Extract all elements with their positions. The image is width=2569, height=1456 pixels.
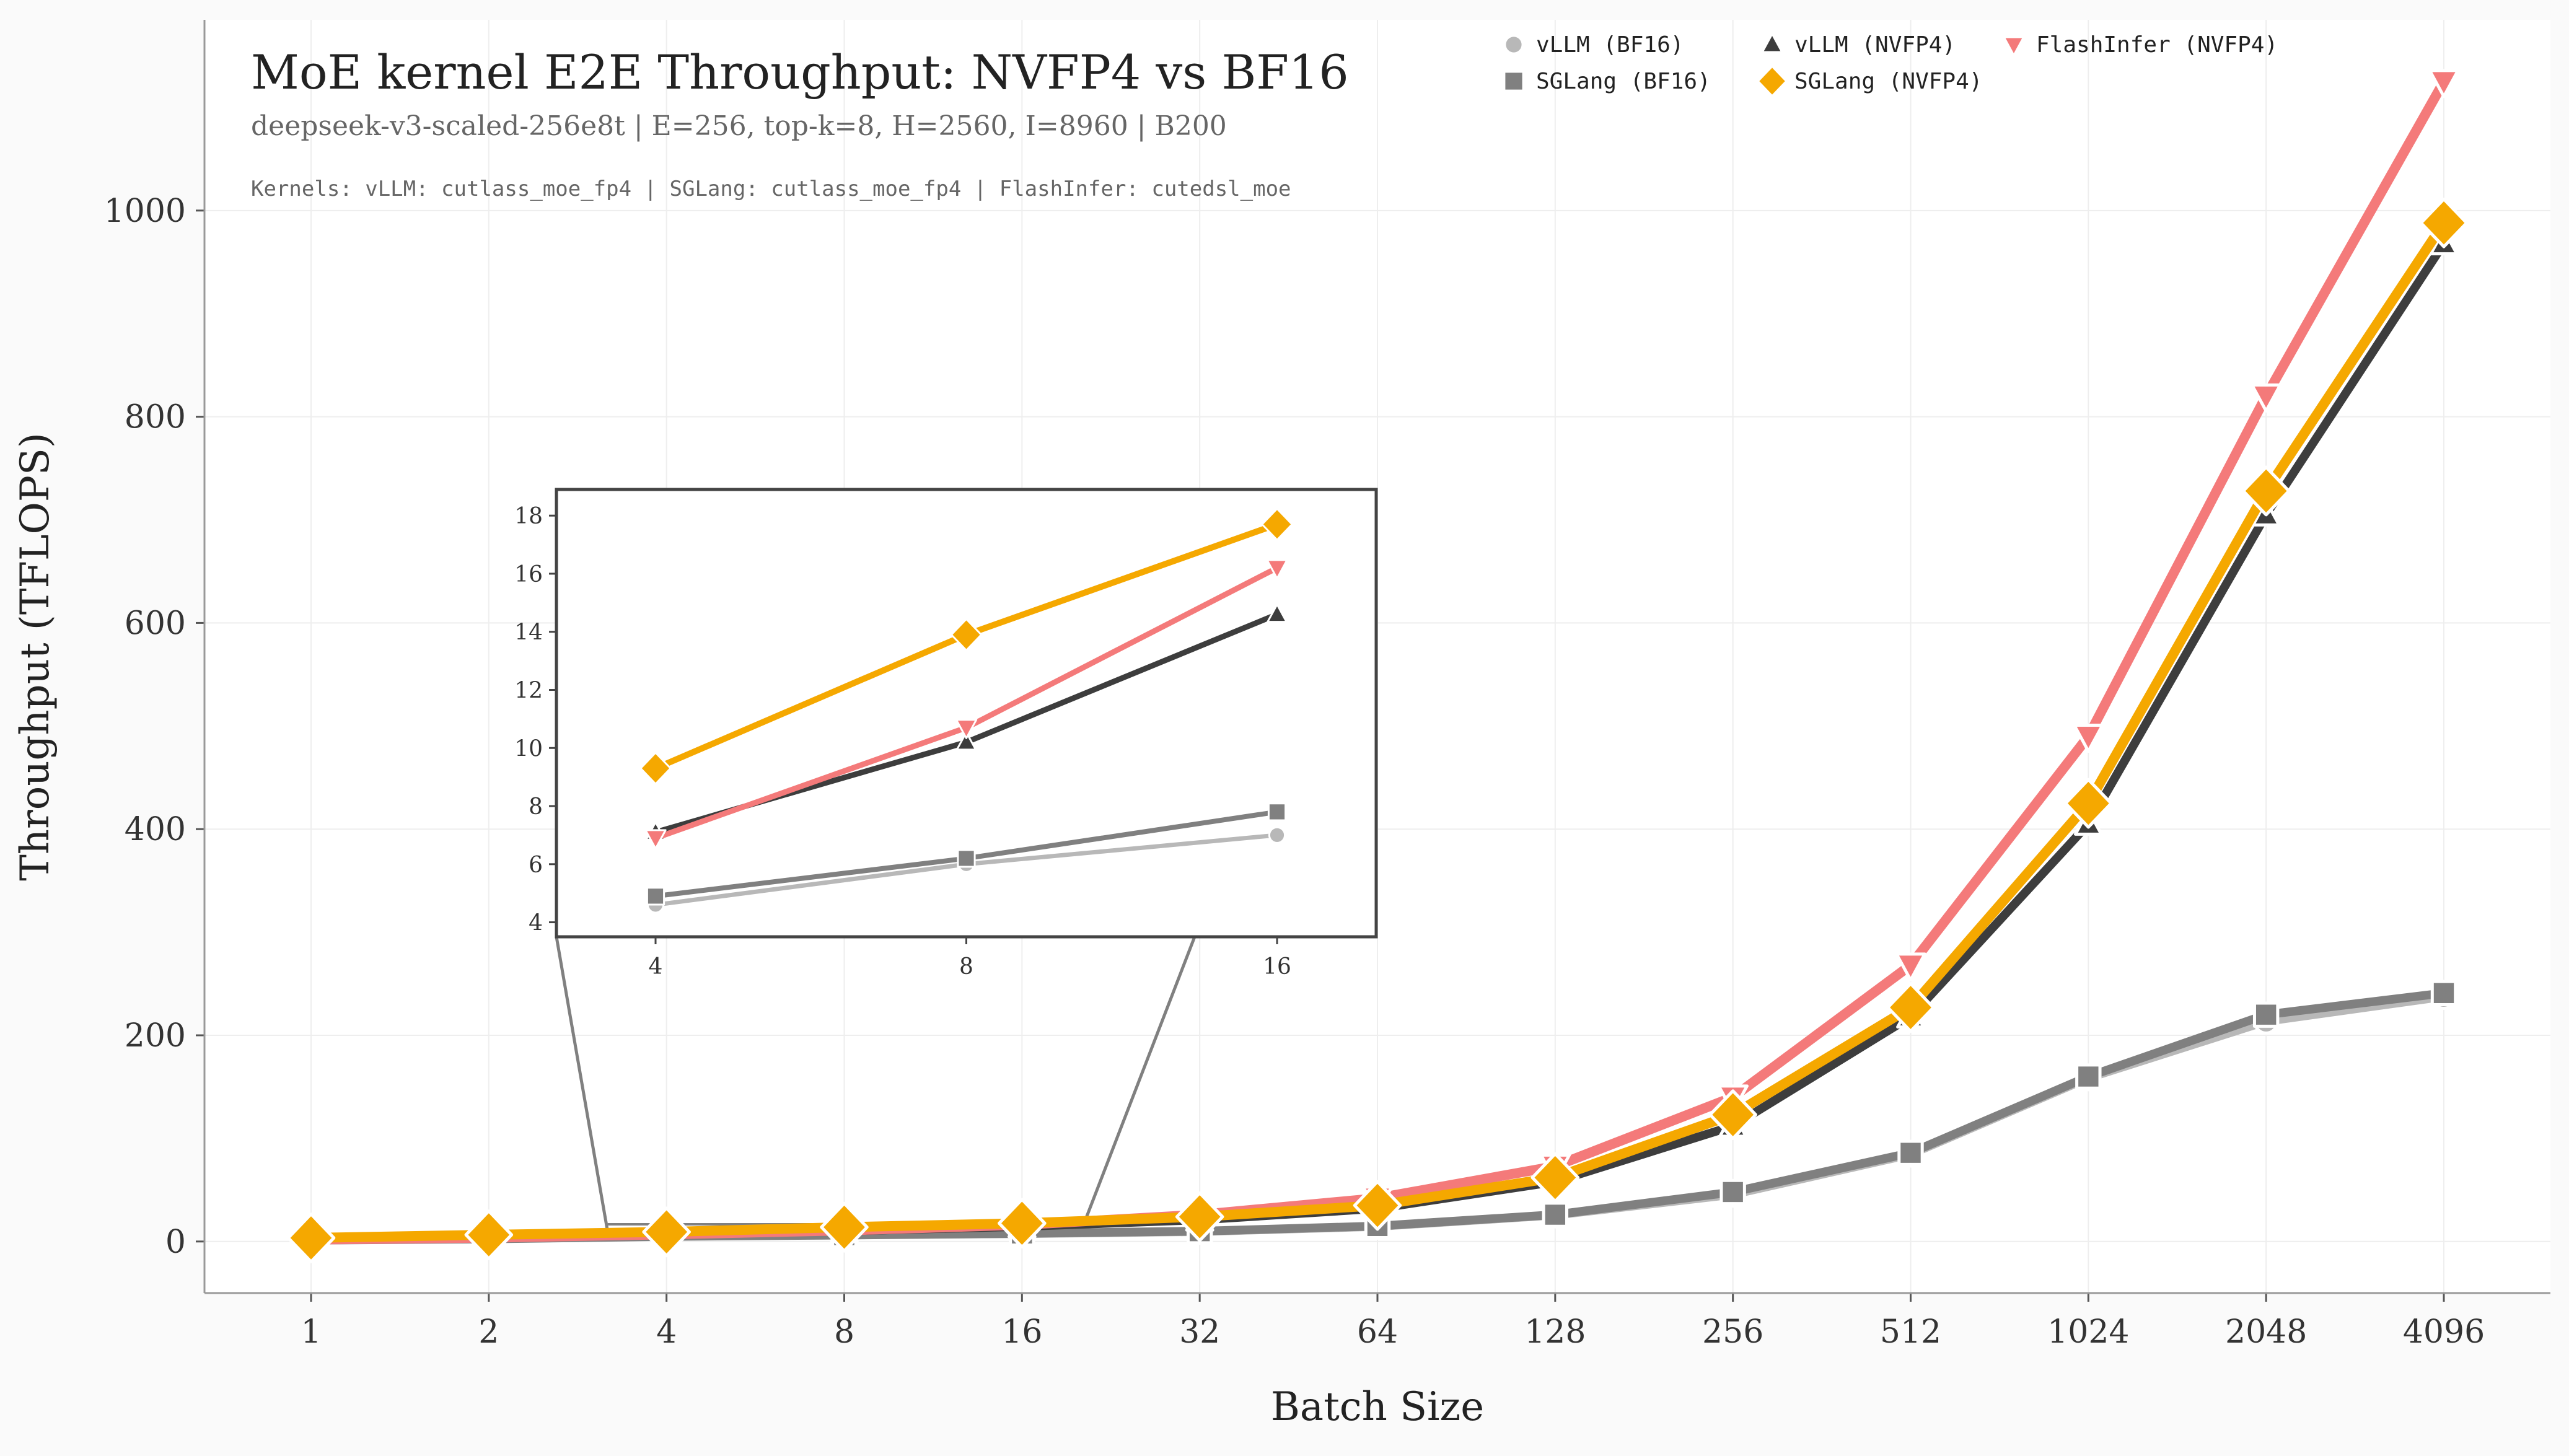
x-tick-label: 4096	[2403, 1313, 2485, 1351]
inset-y-tick-label: 16	[514, 562, 543, 587]
legend-marker	[1505, 72, 1522, 90]
legend-entry: SGLang (BF16)	[1505, 69, 1711, 94]
inset-data-point	[1261, 507, 1293, 541]
inset-data-point	[1268, 826, 1286, 844]
series-sglang-nvfp4	[286, 197, 2469, 1263]
inset-series-sglang-bf16	[646, 802, 1287, 906]
series-layer	[286, 69, 2469, 1263]
x-tick-label: 512	[1880, 1313, 1941, 1351]
inset-data-point	[1267, 802, 1287, 822]
data-point	[2428, 69, 2460, 99]
legend-label: vLLM (NVFP4)	[1794, 32, 1956, 58]
data-point	[2075, 1063, 2102, 1090]
data-point	[2064, 778, 2113, 829]
inset-layer: 4 6 8 10 12 14 16 18 4 8 16	[514, 488, 1378, 980]
inset-x-tick-label: 4	[649, 954, 663, 980]
x-tick-label: 1	[301, 1313, 321, 1351]
x-tick-label: 2048	[2225, 1313, 2307, 1351]
legend-label: vLLM (BF16)	[1536, 32, 1684, 58]
legend-entry: vLLM (NVFP4)	[1763, 32, 1956, 58]
inset-data-point	[639, 752, 672, 785]
legend-label: SGLang (BF16)	[1536, 69, 1711, 94]
x-tick-label: 8	[834, 1313, 854, 1351]
legend-marker	[1763, 36, 1781, 51]
legend-label: FlashInfer (NVFP4)	[2036, 32, 2278, 58]
y-tick-label: 1000	[104, 193, 186, 230]
data-point	[1708, 1089, 1757, 1141]
data-point	[1175, 1191, 1224, 1242]
data-point	[286, 1213, 336, 1263]
data-point	[2419, 197, 2469, 248]
data-point	[1895, 952, 1926, 982]
x-tick-label: 64	[1357, 1313, 1398, 1351]
x-tick-label: 256	[1702, 1313, 1763, 1351]
legend-marker	[1759, 68, 1785, 95]
inset-x-tick-label: 8	[959, 954, 973, 980]
legend: vLLM (BF16) SGLang (BF16) vLLM (NVFP4) Flas…	[1505, 32, 2278, 95]
inset-data-point	[1267, 603, 1288, 623]
legend-entry: vLLM (BF16)	[1506, 32, 1684, 58]
inset-data-point	[1266, 559, 1288, 580]
x-tick-label: 32	[1179, 1313, 1220, 1351]
inset-series-sglang-nvfp4	[639, 507, 1293, 785]
legend-entry: SGLang (NVFP4)	[1759, 68, 1982, 95]
chart-title: MoE kernel E2E Throughput: NVFP4 vs BF16	[251, 45, 1349, 100]
data-point	[2073, 723, 2104, 753]
y-tick-label: 600	[125, 605, 186, 642]
legend-entry: FlashInfer (NVFP4)	[2005, 32, 2278, 58]
data-point	[642, 1206, 691, 1258]
x-tick-label: 2	[478, 1313, 499, 1351]
y-tick-label: 200	[125, 1017, 186, 1055]
inset-y-tick-label: 18	[514, 504, 543, 529]
y-axis-label: Throughput (TFLOPS)	[12, 432, 58, 881]
data-point	[464, 1209, 514, 1260]
x-tick-label: 4	[656, 1313, 677, 1351]
inset-data-point	[955, 731, 977, 751]
data-point	[1542, 1201, 1569, 1228]
inset-x-tick-label: 16	[1263, 954, 1291, 980]
inset-y-tick-label: 14	[514, 620, 543, 646]
inset-data-point	[644, 829, 667, 850]
y-tick-label: 0	[165, 1224, 186, 1261]
inset-y-tick-label: 8	[529, 794, 543, 820]
x-tick-label: 16	[1001, 1313, 1042, 1351]
data-point	[2252, 1001, 2280, 1028]
data-point	[1353, 1180, 1402, 1231]
data-point	[1886, 982, 1935, 1033]
inset-data-point	[955, 719, 978, 739]
inset-series-flashinfer-nvfp4	[644, 559, 1288, 850]
data-point	[820, 1201, 869, 1253]
x-tick-label: 1024	[2047, 1313, 2129, 1351]
y-tick-label: 800	[125, 399, 186, 436]
y-tick-label: 400	[125, 811, 186, 848]
data-point	[2430, 980, 2457, 1006]
kernel-annotation: Kernels: vLLM: cutlass_moe_fp4 | SGLang:…	[251, 177, 1291, 201]
inset-y-tick-label: 6	[529, 853, 543, 878]
data-point	[2241, 465, 2291, 517]
data-point	[998, 1198, 1047, 1249]
data-point	[1530, 1152, 1580, 1203]
legend-marker	[2005, 38, 2022, 53]
inset-connector-left	[555, 936, 610, 1232]
data-point	[2250, 383, 2282, 413]
data-point	[1897, 1139, 1924, 1166]
inset-y-tick-label: 12	[514, 678, 543, 703]
chart-subtitle: deepseek-v3-scaled-256e8t | E=256, top-k…	[251, 110, 1227, 142]
legend-label: SGLang (NVFP4)	[1794, 69, 1982, 94]
data-point	[1719, 1178, 1746, 1206]
x-axis-label: Batch Size	[1271, 1384, 1484, 1430]
inset-y-tick-label: 10	[514, 736, 543, 761]
legend-marker	[1506, 37, 1522, 53]
inset-connector-right	[1079, 936, 1197, 1232]
inset-y-tick-label: 4	[529, 911, 543, 936]
inset-data-point	[646, 887, 665, 906]
x-tick-label: 128	[1524, 1313, 1586, 1351]
inset-data-point	[950, 618, 983, 652]
inset-data-point	[957, 849, 976, 868]
